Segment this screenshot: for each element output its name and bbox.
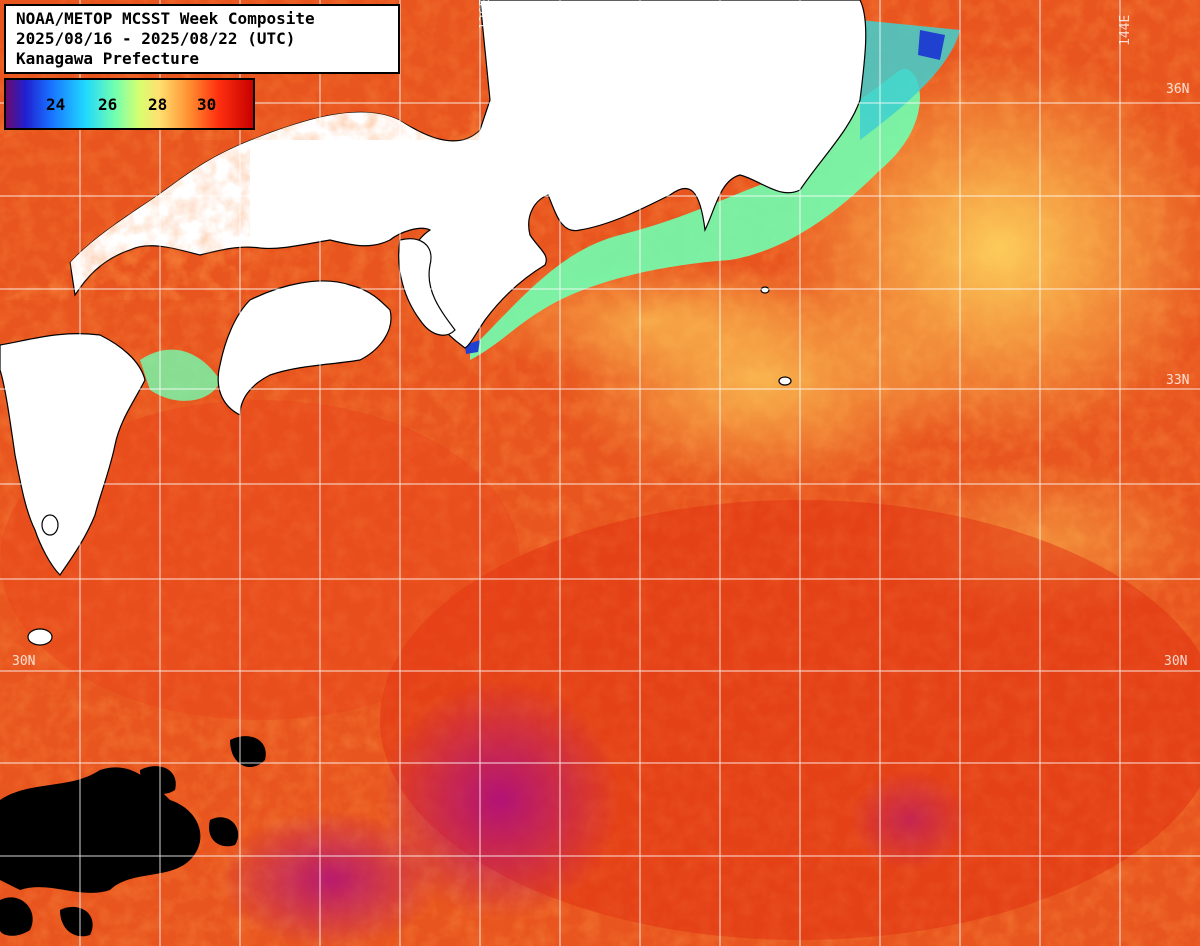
legend-tick-24: 24 xyxy=(46,95,66,114)
shikoku xyxy=(217,280,392,416)
red-zone-west xyxy=(0,400,520,720)
magenta-zone-2 xyxy=(220,810,440,946)
japan-sea-left-texture xyxy=(0,116,250,300)
kii-peninsula xyxy=(398,238,456,336)
cool-patch-blue-2 xyxy=(465,340,480,354)
title-line-product: NOAA/METOP MCSST Week Composite xyxy=(16,9,315,28)
cool-patch-blue xyxy=(918,30,945,60)
lat-label-30n-right: 30N xyxy=(1164,654,1188,669)
legend-tick-30: 30 xyxy=(197,95,217,114)
island-2 xyxy=(778,376,792,386)
lon-label-136e: 136E xyxy=(478,0,493,30)
island-4 xyxy=(41,514,59,536)
legend-tick-26: 26 xyxy=(98,95,118,114)
title-line-dates: 2025/08/16 - 2025/08/22 (UTC) xyxy=(16,29,296,48)
yellow-zone-south xyxy=(890,460,1200,620)
legend-tick-28: 28 xyxy=(148,95,168,114)
island-1 xyxy=(27,628,53,646)
no-data-clouds xyxy=(0,736,266,937)
lat-label-33n-right: 33N xyxy=(1166,373,1190,388)
magenta-zone-3 xyxy=(850,770,970,870)
color-legend: 24 26 28 30 xyxy=(4,78,255,130)
land-masses xyxy=(0,0,867,646)
lat-label-33n-left: 33N xyxy=(10,373,34,388)
lat-label-36n-right: 36N xyxy=(1166,82,1190,97)
cool-coastal-band xyxy=(470,68,920,361)
title-line-region: Kanagawa Prefecture xyxy=(16,49,200,68)
kyushu xyxy=(0,333,146,576)
lat-label-30n-left: 30N xyxy=(12,654,36,669)
island-3 xyxy=(760,286,770,294)
title-box: NOAA/METOP MCSST Week Composite 2025/08/… xyxy=(4,4,400,74)
honshu xyxy=(69,0,867,349)
lon-label-144e: 144E xyxy=(1118,14,1133,46)
